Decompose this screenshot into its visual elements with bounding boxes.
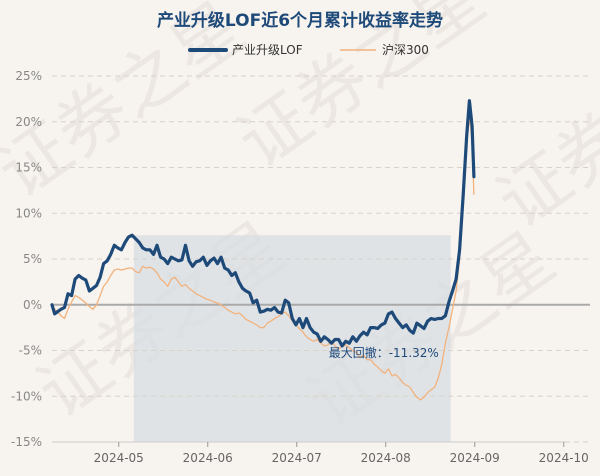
y-tick-label: 5% — [23, 252, 42, 266]
legend-label-fund: 产业升级LOF — [232, 43, 303, 57]
y-tick-label: 25% — [15, 69, 42, 83]
x-tick-label: 2024-10 — [539, 451, 589, 465]
series-line-fund — [50, 99, 476, 348]
x-tick-label: 2024-05 — [94, 451, 144, 465]
max-drawdown-label: 最大回撤：-11.32% — [329, 345, 439, 360]
series-line-index — [51, 116, 475, 401]
legend-label-index: 沪深300 — [382, 43, 429, 57]
drawdown-region — [133, 235, 451, 442]
watermark-text: 证券之星 — [0, 0, 259, 214]
x-tick-label: 2024-08 — [361, 451, 411, 465]
y-tick-label: -10% — [11, 389, 42, 403]
y-tick-label: 15% — [15, 161, 42, 175]
chart-title: 产业升级LOF近6个月累计收益率走势 — [157, 10, 443, 31]
y-tick-label: -15% — [11, 435, 42, 449]
legend: 产业升级LOF 沪深300 — [188, 43, 429, 57]
x-tick-label: 2024-09 — [450, 451, 500, 465]
y-tick-label: 10% — [15, 206, 42, 220]
y-axis: 25% 20% 15% 10% 5% 0% -5% -10% -15% — [11, 69, 42, 449]
x-tick-label: 2024-07 — [272, 451, 322, 465]
watermark-text: 证券之星 — [483, 16, 600, 244]
y-tick-label: 0% — [23, 298, 42, 312]
y-tick-label: -5% — [19, 344, 42, 358]
y-tick-label: 20% — [15, 115, 42, 129]
x-axis: 2024-05 2024-06 2024-07 2024-08 2024-09 2024-… — [52, 441, 589, 465]
x-tick-label: 2024-06 — [183, 451, 233, 465]
grid — [52, 75, 590, 443]
